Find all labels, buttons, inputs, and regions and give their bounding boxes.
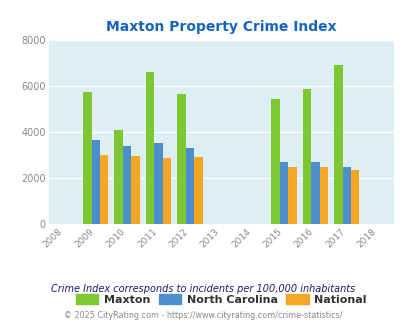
Bar [194,157,202,224]
Text: © 2025 CityRating.com - https://www.cityrating.com/crime-statistics/: © 2025 CityRating.com - https://www.city… [64,312,341,320]
Bar [83,91,91,224]
Bar [288,167,296,224]
Bar [319,167,327,224]
Bar [177,94,185,224]
Bar [131,156,139,224]
Bar [162,158,171,224]
Bar [145,72,154,224]
Title: Maxton Property Crime Index: Maxton Property Crime Index [106,20,336,34]
Bar [123,146,131,224]
Bar [310,162,319,224]
Bar [114,130,123,224]
Bar [91,140,100,224]
Bar [279,162,288,224]
Bar [185,148,194,224]
Bar [100,155,108,224]
Text: Crime Index corresponds to incidents per 100,000 inhabitants: Crime Index corresponds to incidents per… [51,284,354,294]
Bar [154,143,162,224]
Bar [271,98,279,224]
Bar [342,167,350,224]
Bar [350,170,358,224]
Legend: Maxton, North Carolina, National: Maxton, North Carolina, National [71,289,370,309]
Bar [302,89,310,224]
Bar [333,65,342,224]
